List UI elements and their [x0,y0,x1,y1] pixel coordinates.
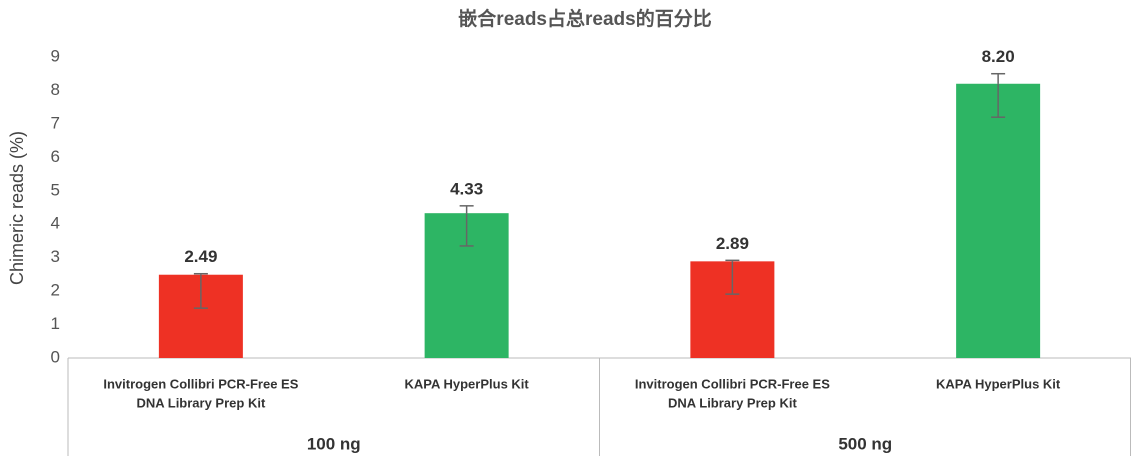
x-tick-label: Invitrogen Collibri PCR-Free ES [635,376,830,391]
y-tick-label: 1 [51,314,60,333]
group-label: 100 ng [307,434,361,453]
y-tick-label: 9 [51,46,60,65]
y-tick-label: 7 [51,113,60,132]
y-axis-label: Chimeric reads (%) [7,131,27,285]
x-tick-label: Invitrogen Collibri PCR-Free ES [103,376,298,391]
y-tick-label: 5 [51,180,60,199]
y-tick-label: 6 [51,147,60,166]
x-tick-label: KAPA HyperPlus Kit [936,376,1061,391]
y-tick-label: 4 [51,214,60,233]
y-tick-label: 8 [51,80,60,99]
value-label: 2.89 [716,234,749,253]
bar [956,83,1041,358]
chart-title: 嵌合reads占总reads的百分比 [458,7,711,30]
y-tick-label: 3 [51,247,60,266]
x-tick-label: DNA Library Prep Kit [136,395,265,410]
y-tick-label: 2 [51,281,60,300]
value-label: 8.20 [982,47,1015,66]
value-label: 4.33 [450,179,483,198]
x-tick-label: DNA Library Prep Kit [668,395,797,410]
y-tick-label: 0 [51,347,60,366]
value-label: 2.49 [184,247,217,266]
x-tick-label: KAPA HyperPlus Kit [405,376,530,391]
group-label: 500 ng [838,434,892,453]
